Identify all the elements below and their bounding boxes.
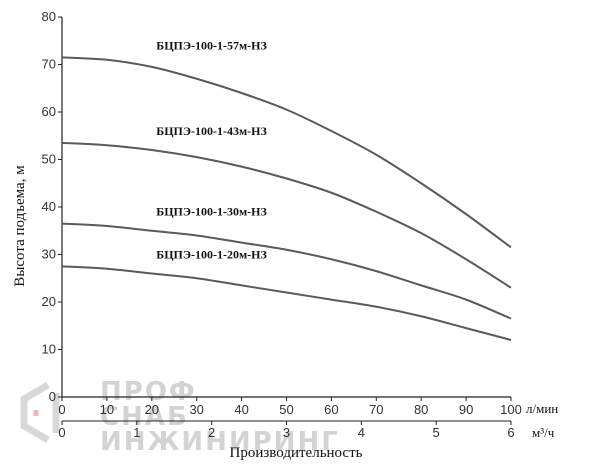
y-tick-label: 70 <box>42 57 56 72</box>
x-secondary-tick-label: 0 <box>58 425 65 440</box>
x-secondary-tick-label: 5 <box>433 425 440 440</box>
curves <box>61 56 512 341</box>
series-label-4: БЦПЭ-100-1-20м-НЗ <box>156 247 267 261</box>
x-tick-label: 70 <box>369 402 383 417</box>
y-tick-label: 40 <box>42 199 56 214</box>
series-label-1: БЦПЭ-100-1-57м-НЗ <box>156 38 267 52</box>
y-tick-label: 20 <box>42 294 56 309</box>
watermark-line-2: СНАБ <box>100 402 189 432</box>
watermark-line-3: ИНЖИНИРИНГ <box>100 427 340 457</box>
x-tick-label: 10 <box>100 402 114 417</box>
y-tick-label: 30 <box>42 247 56 262</box>
x-tick-label: 60 <box>324 402 338 417</box>
x-tick-label: 20 <box>145 402 159 417</box>
x-secondary-tick-label: 6 <box>507 425 514 440</box>
logo-mark-icon <box>20 381 60 444</box>
x-tick-label: 100 <box>500 402 522 417</box>
watermark-line-1: ПРОФ <box>100 377 197 407</box>
series-label-3: БЦПЭ-100-1-30м-НЗ <box>156 205 267 219</box>
y-tick-label: 10 <box>42 342 56 357</box>
series-labels: БЦПЭ-100-1-57м-НЗ БЦПЭ-100-1-43м-НЗ БЦПЭ-1… <box>156 38 267 261</box>
watermark-logo: ПРОФ СНАБ ИНЖИНИРИНГ <box>20 377 340 457</box>
x-tick-label: 40 <box>234 402 248 417</box>
x-axis-title: Производительность <box>230 445 363 461</box>
x-secondary-tick-label: 3 <box>283 425 290 440</box>
series-line-1 <box>61 56 512 249</box>
series-line-2 <box>61 141 512 289</box>
y-tick-labels: 0 10 20 30 40 50 60 70 80 <box>42 9 56 404</box>
x-secondary-tick-labels: 0 1 2 3 4 5 6 <box>58 425 514 440</box>
axes <box>58 16 512 425</box>
y-tick-label: 60 <box>42 104 56 119</box>
series-line-3 <box>61 222 512 320</box>
x-unit-primary: л/мин <box>526 401 558 416</box>
series-line-4 <box>61 265 512 341</box>
y-axis-title: Высота подъема, м <box>12 165 28 287</box>
x-tick-label: 90 <box>459 402 473 417</box>
x-secondary-tick-label: 2 <box>208 425 215 440</box>
series-label-2: БЦПЭ-100-1-43м-НЗ <box>156 124 267 138</box>
x-secondary-tick-label: 4 <box>358 425 365 440</box>
x-secondary-tick-label: 1 <box>133 425 140 440</box>
y-tick-label: 0 <box>49 389 56 404</box>
y-tick-label: 80 <box>42 9 56 24</box>
x-tick-label: 0 <box>58 402 65 417</box>
y-tick-label: 50 <box>42 152 56 167</box>
x-tick-labels: 0 10 20 30 40 50 60 70 80 90 100 <box>58 402 521 417</box>
x-tick-label: 50 <box>279 402 293 417</box>
x-tick-label: 30 <box>189 402 203 417</box>
x-unit-secondary: м³/ч <box>532 425 555 440</box>
x-tick-label: 80 <box>414 402 428 417</box>
